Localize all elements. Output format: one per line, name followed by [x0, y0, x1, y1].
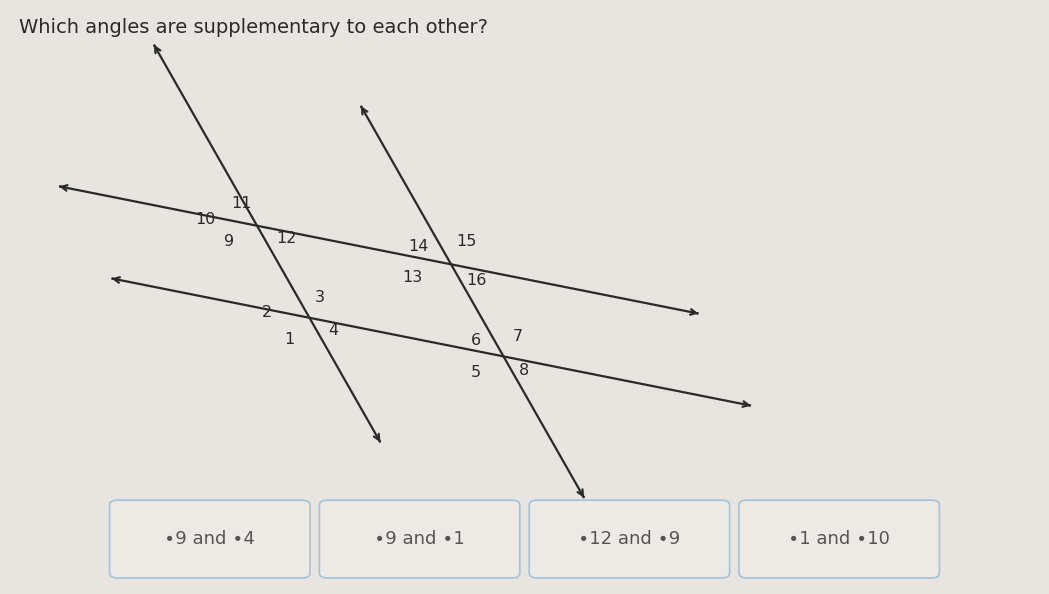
FancyBboxPatch shape [319, 500, 520, 578]
Text: 15: 15 [456, 235, 477, 249]
Text: 5: 5 [471, 365, 480, 380]
Text: 16: 16 [466, 273, 487, 288]
Text: Which angles are supplementary to each other?: Which angles are supplementary to each o… [19, 18, 488, 37]
Text: ∙9 and ∙4: ∙9 and ∙4 [165, 530, 255, 548]
Text: 1: 1 [284, 331, 295, 347]
Text: 9: 9 [224, 234, 234, 249]
Text: 13: 13 [403, 270, 423, 285]
Text: 8: 8 [518, 363, 529, 378]
FancyBboxPatch shape [738, 500, 940, 578]
FancyBboxPatch shape [110, 500, 311, 578]
Text: 11: 11 [231, 196, 252, 211]
Text: 10: 10 [195, 212, 215, 227]
Text: 6: 6 [471, 333, 480, 348]
Text: ∙12 and ∙9: ∙12 and ∙9 [578, 530, 681, 548]
Text: 4: 4 [328, 323, 339, 338]
Text: 12: 12 [276, 231, 296, 246]
Text: ∙1 and ∙10: ∙1 and ∙10 [788, 530, 891, 548]
Text: 3: 3 [315, 290, 325, 305]
Text: 2: 2 [261, 305, 272, 320]
Text: 7: 7 [513, 328, 523, 343]
Text: 14: 14 [408, 239, 428, 254]
FancyBboxPatch shape [529, 500, 730, 578]
Text: ∙9 and ∙1: ∙9 and ∙1 [374, 530, 465, 548]
